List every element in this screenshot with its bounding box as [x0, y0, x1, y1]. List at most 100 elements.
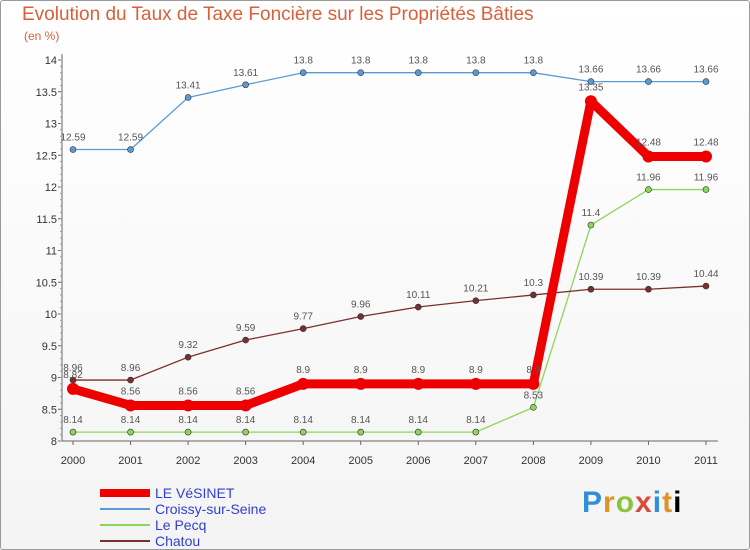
data-point: [242, 428, 249, 436]
legend-label-croissy-sur-seine: Croissy-sur-Seine: [155, 501, 267, 517]
data-point: [530, 69, 537, 76]
y-tick-label: 13.5: [36, 87, 57, 99]
data-label: 8.53: [524, 390, 544, 401]
data-label: 13.8: [293, 56, 313, 67]
data-point: [700, 150, 712, 163]
data-label: 13.35: [578, 82, 603, 93]
legend-label-le-vesinet: LE VéSINET: [155, 485, 235, 501]
data-label: 8.56: [178, 386, 198, 397]
data-point: [184, 94, 192, 101]
data-label: 10.11: [406, 290, 431, 301]
data-label: 11.4: [582, 208, 601, 219]
data-point: [414, 428, 422, 436]
x-tick-label: 2010: [636, 455, 660, 467]
x-tick-label: 2005: [348, 455, 372, 467]
data-label: 8.14: [236, 415, 256, 426]
x-tick-label: 2001: [118, 455, 142, 467]
y-tick-label: 9.5: [42, 341, 57, 353]
data-point: [182, 399, 195, 412]
legend-label-le-pecq: Le Pecq: [155, 517, 207, 533]
data-point: [299, 428, 307, 436]
chart-title: Evolution du Taux de Taxe Foncière sur l…: [22, 4, 534, 25]
legend-swatch-chatou: [100, 540, 150, 542]
data-label: 8.14: [63, 415, 83, 426]
data-point: [184, 353, 192, 361]
data-label: 9.96: [351, 300, 371, 311]
data-point: [354, 377, 367, 390]
data-point: [357, 69, 365, 76]
data-point: [414, 69, 422, 76]
data-label: 13.8: [351, 56, 371, 67]
data-label: 8.14: [121, 415, 141, 426]
data-label: 13.8: [409, 56, 429, 67]
data-point: [127, 428, 134, 436]
data-point: [69, 146, 77, 153]
proxiti-logo: Proxiti: [582, 486, 683, 519]
data-label: 12.59: [60, 133, 85, 144]
y-tick-label: 12.5: [36, 150, 57, 162]
data-label: 10.3: [524, 278, 544, 289]
data-point: [242, 81, 249, 89]
x-tick-label: 2003: [233, 455, 257, 467]
data-label: 8.56: [121, 386, 141, 397]
data-label: 13.66: [636, 65, 661, 76]
data-label: 8.96: [63, 363, 83, 374]
data-point: [412, 377, 425, 390]
legend-swatch-croissy-sur-seine: [100, 508, 150, 510]
y-tick-label: 8: [51, 436, 57, 448]
data-label: 8.14: [409, 415, 429, 426]
data-label: 12.59: [118, 133, 143, 144]
data-point: [357, 313, 365, 320]
x-tick-label: 2004: [291, 455, 315, 467]
data-point: [69, 428, 77, 436]
data-label: 13.8: [524, 56, 544, 67]
y-tick-label: 11.5: [36, 214, 57, 226]
data-point: [642, 150, 655, 163]
data-label: 13.66: [693, 65, 718, 76]
data-point: [472, 297, 480, 304]
data-label: 9.59: [236, 323, 256, 334]
data-point: [184, 428, 192, 436]
data-point: [414, 303, 422, 311]
data-label: 8.9: [411, 365, 425, 376]
data-label: 8.14: [293, 415, 313, 426]
data-point: [530, 291, 537, 299]
data-label: 9.32: [178, 340, 198, 351]
data-label: 13.61: [233, 68, 258, 79]
y-tick-label: 11: [46, 246, 57, 258]
data-label: 8.9: [354, 365, 368, 376]
data-point: [645, 78, 652, 85]
x-tick-label: 2009: [579, 455, 603, 467]
data-point: [127, 146, 134, 153]
x-tick-label: 2007: [464, 455, 488, 467]
data-label: 13.41: [176, 80, 201, 91]
data-label: 8.9: [296, 365, 310, 376]
legend-swatch-le-pecq: [100, 524, 150, 526]
data-point: [645, 285, 652, 293]
data-label: 11.96: [694, 173, 719, 184]
data-point: [702, 78, 710, 85]
data-point: [357, 428, 365, 436]
data-point: [702, 186, 710, 193]
data-label: 8.14: [178, 415, 198, 426]
data-point: [469, 377, 482, 390]
data-point: [530, 404, 537, 411]
data-label: 12.48: [636, 138, 661, 149]
data-point: [587, 285, 595, 293]
x-tick-label: 2002: [176, 455, 200, 467]
data-label: 10.39: [636, 272, 661, 283]
data-label: 10.21: [463, 284, 488, 295]
data-label: 8.14: [466, 415, 486, 426]
data-label: 8.14: [351, 415, 371, 426]
x-tick-label: 2006: [406, 455, 430, 467]
data-label: 10.39: [578, 272, 603, 283]
data-label: 11.96: [636, 173, 661, 184]
data-point: [587, 221, 595, 229]
data-label: 8.56: [236, 386, 256, 397]
data-point: [127, 376, 134, 384]
data-point: [584, 95, 597, 108]
y-tick-label: 12: [45, 182, 57, 194]
y-tick-label: 10: [45, 309, 57, 321]
data-point: [587, 78, 595, 85]
data-point: [472, 69, 480, 76]
